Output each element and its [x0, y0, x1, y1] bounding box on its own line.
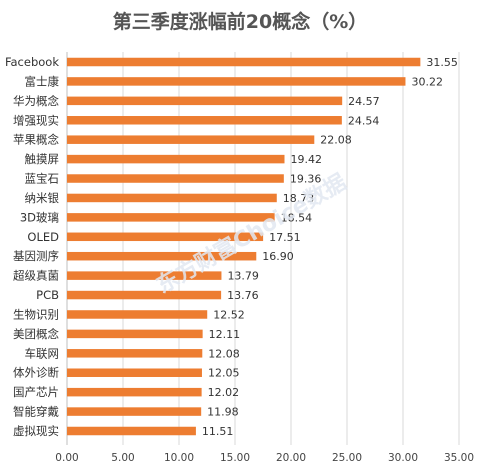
bar — [67, 96, 343, 106]
category-label: 触摸屏 — [25, 152, 60, 166]
category-label: 富士康 — [25, 74, 60, 88]
bar — [67, 251, 257, 261]
x-tick-label: 15.00 — [220, 452, 250, 464]
x-tick-label: 30.00 — [388, 452, 418, 464]
x-tick-label: 20.00 — [276, 452, 306, 464]
bars — [67, 57, 421, 436]
value-label: 24.57 — [348, 95, 380, 108]
x-tick-label: 5.00 — [111, 452, 134, 464]
category-label: Facebook — [5, 55, 59, 69]
bar — [67, 407, 202, 416]
value-label: 24.54 — [348, 114, 380, 127]
category-label: 华为概念 — [13, 94, 59, 108]
value-label: 12.52 — [213, 308, 245, 321]
value-label: 18.73 — [283, 192, 315, 205]
value-label: 12.11 — [209, 328, 241, 341]
value-label: 19.36 — [290, 173, 322, 186]
bar — [67, 135, 315, 144]
bar — [67, 193, 277, 203]
category-label: OLED — [27, 230, 59, 244]
bar — [67, 349, 203, 358]
category-label: 国产芯片 — [13, 385, 59, 399]
bar — [67, 368, 202, 377]
category-label: 美团概念 — [13, 327, 59, 341]
value-label: 11.98 — [207, 406, 239, 419]
value-label: 11.51 — [202, 425, 234, 438]
value-label: 12.02 — [208, 386, 240, 399]
x-tick-label: 35.00 — [444, 452, 474, 464]
bar — [67, 290, 222, 300]
bar — [67, 154, 285, 164]
x-tick-labels: 0.00 5.00 10.00 15.00 20.00 25.00 30.00 35.00 — [55, 452, 474, 464]
category-label: 基因测序 — [13, 249, 59, 263]
bar — [67, 174, 284, 183]
category-label: 智能穿戴 — [13, 405, 59, 419]
value-label: 16.90 — [262, 250, 294, 263]
value-label: 13.76 — [227, 289, 259, 302]
chart-title: 第三季度涨幅前20概念（%） — [113, 10, 367, 33]
bar — [67, 232, 264, 242]
x-tick-label: 25.00 — [332, 452, 362, 464]
value-labels: 31.55 30.22 24.57 24.54 22.08 19.42 19.36 18.73… — [202, 56, 458, 438]
value-label: 17.51 — [269, 231, 301, 244]
bar — [67, 329, 203, 339]
value-label: 12.08 — [208, 347, 240, 360]
category-label: 虚拟现实 — [13, 424, 59, 438]
category-label: 车联网 — [25, 346, 60, 360]
x-tick-label: 0.00 — [55, 452, 78, 464]
grid-lines — [66, 52, 460, 445]
category-label: 增强现实 — [13, 113, 59, 127]
value-label: 22.08 — [320, 134, 352, 147]
value-label: 30.22 — [411, 75, 443, 88]
x-tick-label: 10.00 — [164, 452, 194, 464]
bar — [67, 116, 342, 125]
value-label: 12.05 — [208, 367, 240, 380]
value-label: 19.42 — [291, 153, 323, 166]
category-label: 纳米银 — [25, 191, 60, 205]
category-label: 体外诊断 — [13, 366, 59, 380]
bar — [67, 310, 208, 319]
category-label: 苹果概念 — [13, 133, 59, 147]
bar — [67, 57, 421, 67]
value-label: 18.54 — [281, 211, 313, 224]
value-label: 13.79 — [227, 270, 259, 283]
bar — [67, 271, 222, 280]
bar — [67, 77, 406, 86]
category-label: 超级真菌 — [13, 269, 59, 283]
bar — [67, 387, 202, 397]
value-label: 31.55 — [426, 56, 458, 69]
bar — [67, 213, 275, 222]
category-label: PCB — [36, 288, 59, 302]
category-label: 生物识别 — [13, 307, 59, 321]
bar — [67, 426, 196, 436]
category-label: 蓝宝石 — [25, 172, 60, 186]
category-label: 3D玻璃 — [20, 210, 59, 224]
